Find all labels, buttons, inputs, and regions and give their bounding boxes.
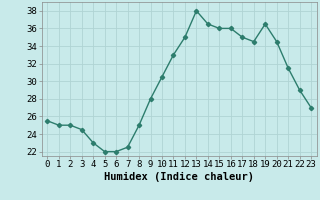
X-axis label: Humidex (Indice chaleur): Humidex (Indice chaleur) <box>104 172 254 182</box>
